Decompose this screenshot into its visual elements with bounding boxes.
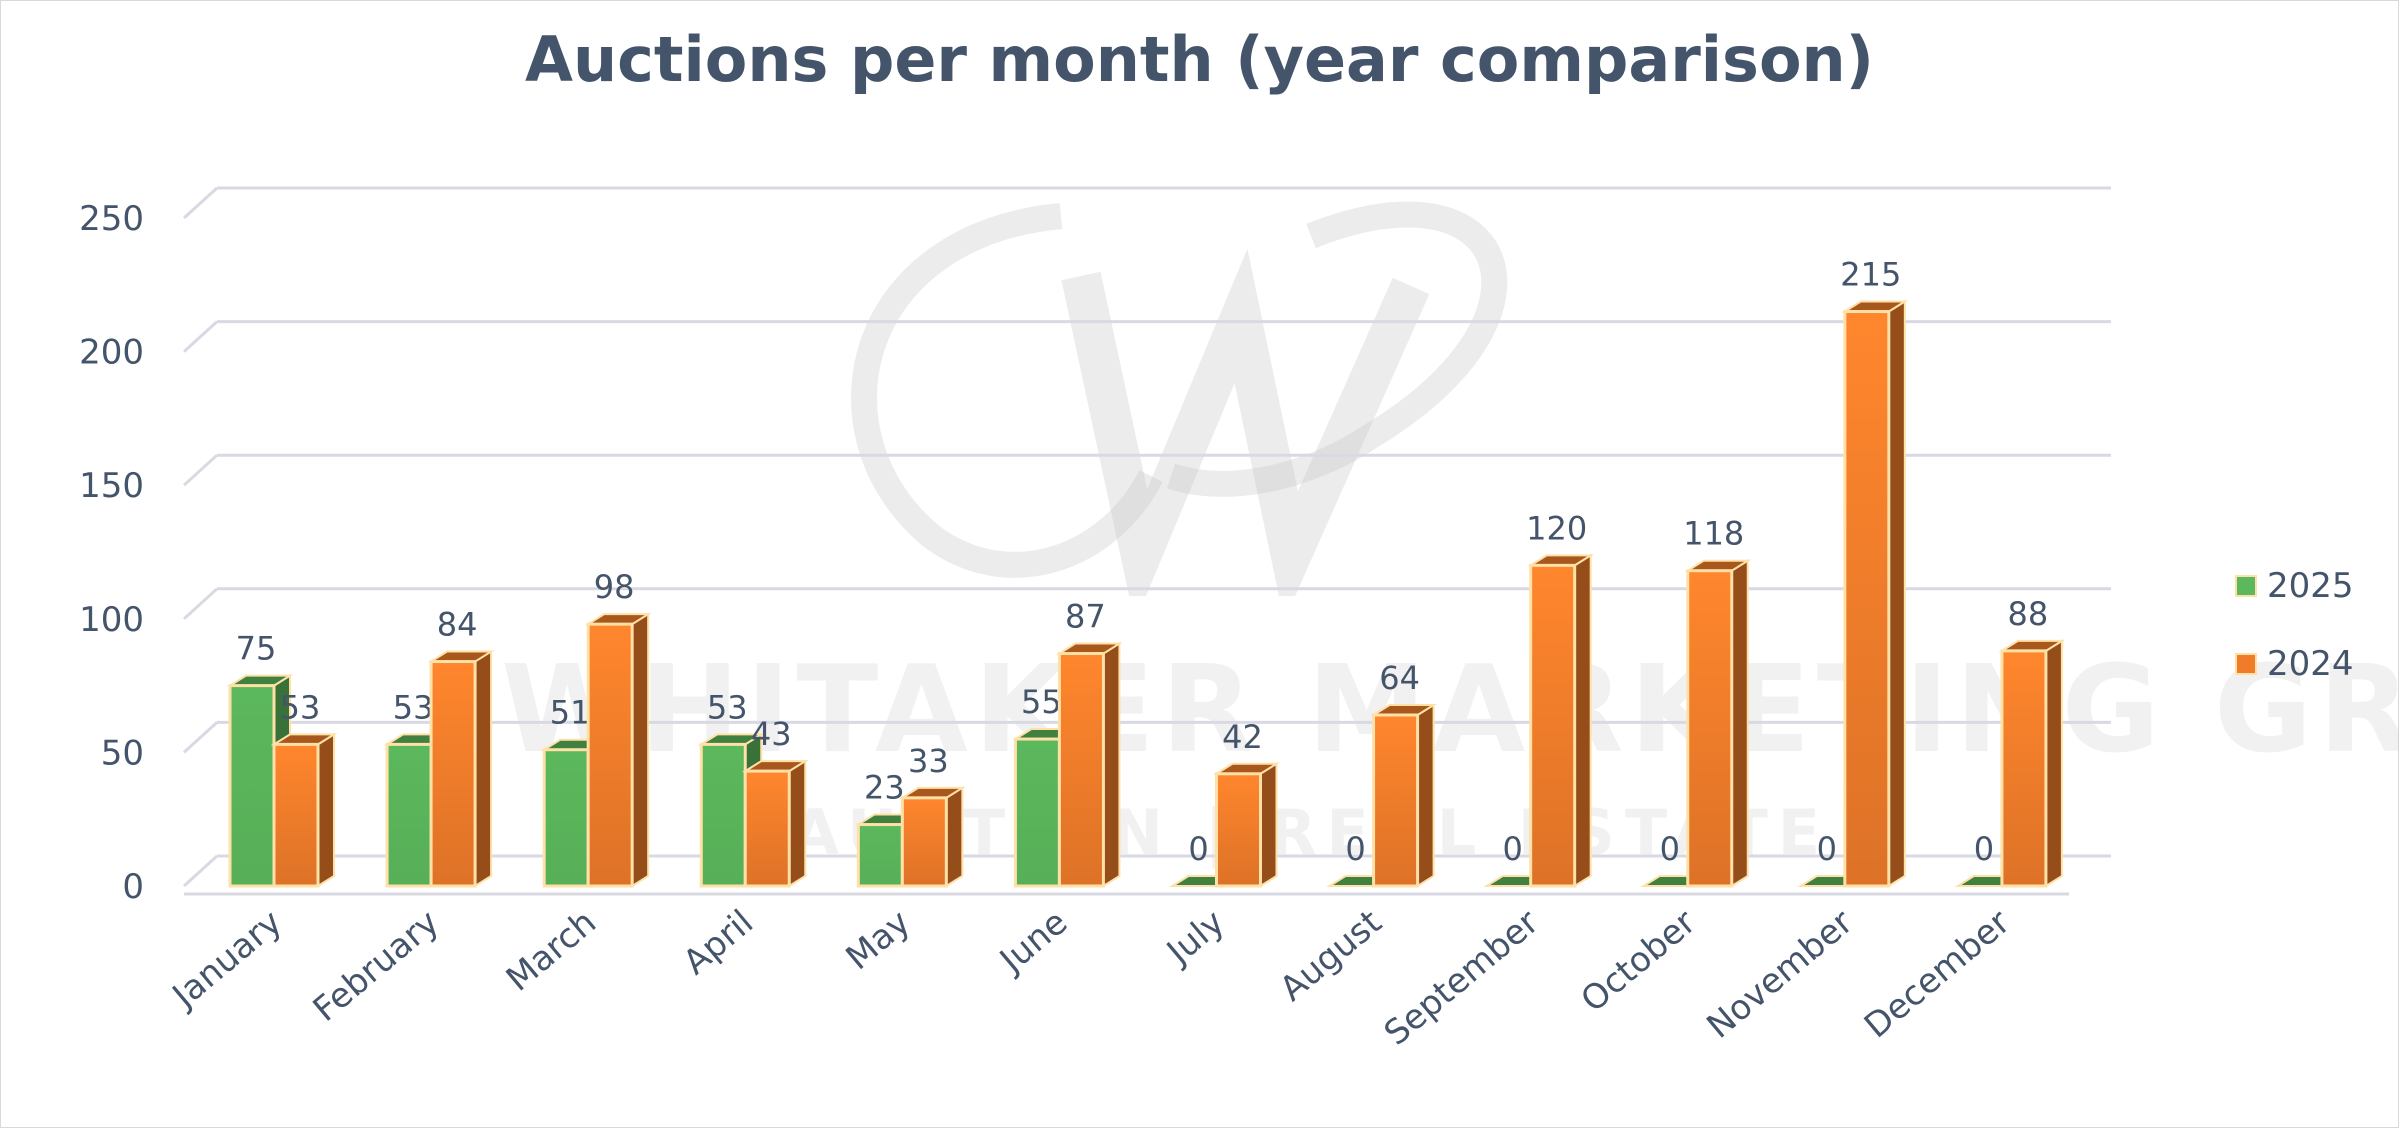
- x-tick-label: March: [499, 902, 604, 999]
- bar-side-2024-July: [1259, 761, 1278, 888]
- data-label: 53: [393, 688, 434, 726]
- x-tick-label: June: [991, 902, 1075, 982]
- data-label: 0: [1502, 830, 1522, 868]
- y-tick-label: 150: [79, 466, 144, 506]
- y-tick-label: 200: [79, 333, 144, 373]
- bar-side-2024-December: [2044, 639, 2063, 888]
- x-tick-label: October: [1574, 902, 1704, 1020]
- bar-side-2024-February: [474, 649, 493, 888]
- y-tick-label: 100: [79, 600, 144, 640]
- x-tick-label: February: [306, 902, 447, 1029]
- x-tick-label: September: [1377, 902, 1547, 1053]
- data-label: 51: [550, 694, 591, 732]
- watermark-text: WHITAKER MARKETING GROUP: [501, 641, 2399, 780]
- data-label: 88: [2008, 595, 2049, 633]
- data-label: 0: [1817, 830, 1837, 868]
- bar-2025-March: [542, 748, 590, 888]
- legend: 2025 2024: [2235, 566, 2354, 723]
- bar-side-2024-March: [631, 612, 650, 888]
- bar-side-2024-September: [1573, 553, 1592, 888]
- legend-swatch: [2235, 653, 2257, 675]
- watermark-logo: [851, 201, 1508, 596]
- bar-side-2024-January: [317, 732, 335, 888]
- data-label: 87: [1065, 598, 1106, 636]
- data-label: 75: [236, 630, 277, 668]
- x-tick-label: May: [839, 902, 919, 978]
- bar-2024-March: [586, 622, 634, 888]
- x-tick-label: April: [676, 902, 761, 983]
- legend-swatch: [2235, 575, 2257, 597]
- bar-2025-May: [856, 823, 904, 888]
- x-tick-label: January: [164, 902, 290, 1017]
- data-label: 53: [280, 688, 321, 726]
- x-tick-label: November: [1699, 902, 1860, 1046]
- chart-title: Auctions per month (year comparison): [524, 23, 1875, 96]
- data-label: 43: [751, 715, 792, 753]
- legend-item: 2024: [2235, 644, 2354, 684]
- y-tick-label: 250: [79, 199, 144, 239]
- bar-side-2024-November: [1887, 299, 1906, 888]
- bar-2025-June: [1013, 737, 1061, 888]
- grid-diagonal: [182, 186, 219, 220]
- grid-diagonal: [182, 721, 219, 754]
- legend-label: 2025: [2267, 566, 2354, 606]
- bar-2025-January: [228, 684, 276, 888]
- data-label: 0: [1974, 830, 1994, 868]
- data-label: 53: [707, 688, 748, 726]
- data-label: 23: [864, 769, 905, 807]
- bar-side-2024-October: [1730, 558, 1749, 888]
- bar-side-2024-April: [788, 759, 807, 888]
- bar-2024-December: [2000, 649, 2048, 888]
- bar-2024-October: [1686, 569, 1734, 888]
- grid-diagonal: [182, 454, 219, 487]
- data-label: 55: [1021, 683, 1062, 721]
- grid-diagonal: [182, 320, 219, 353]
- data-label: 33: [908, 742, 949, 780]
- y-tick-label: 0: [122, 867, 144, 907]
- data-label: 118: [1683, 515, 1744, 553]
- legend-label: 2024: [2267, 644, 2354, 684]
- x-tick-label: December: [1857, 902, 2018, 1046]
- bar-2024-February: [429, 660, 477, 888]
- bar-side-2024-June: [1102, 641, 1121, 888]
- bar-2024-May: [900, 796, 948, 888]
- x-tick-label: July: [1158, 902, 1232, 973]
- bar-2025-April: [699, 742, 747, 888]
- bar-2024-August: [1372, 713, 1420, 888]
- bar-2024-November: [1843, 310, 1891, 888]
- bar-2024-April: [743, 769, 791, 888]
- x-tick-label: August: [1273, 902, 1390, 1009]
- data-label: 120: [1526, 509, 1587, 547]
- data-label: 0: [1660, 830, 1680, 868]
- bar-2024-September: [1529, 563, 1577, 888]
- data-label: 64: [1379, 659, 1420, 697]
- data-label: 0: [1345, 830, 1365, 868]
- grid-diagonal: [182, 854, 219, 888]
- grid-diagonal: [182, 587, 219, 620]
- legend-item: 2025: [2235, 566, 2354, 606]
- y-tick-label: 50: [101, 733, 144, 773]
- bar-side-2024-May: [945, 786, 964, 888]
- bar-2025-February: [385, 742, 433, 888]
- data-label: 0: [1188, 830, 1208, 868]
- bar-side-2024-August: [1416, 703, 1435, 888]
- data-label: 42: [1222, 718, 1263, 756]
- data-label: 98: [594, 568, 635, 606]
- data-label: 215: [1840, 256, 1901, 294]
- data-label: 84: [437, 606, 478, 644]
- bar-2024-June: [1057, 652, 1105, 888]
- bar-2024-July: [1215, 772, 1262, 888]
- bar-2024-January: [272, 742, 320, 888]
